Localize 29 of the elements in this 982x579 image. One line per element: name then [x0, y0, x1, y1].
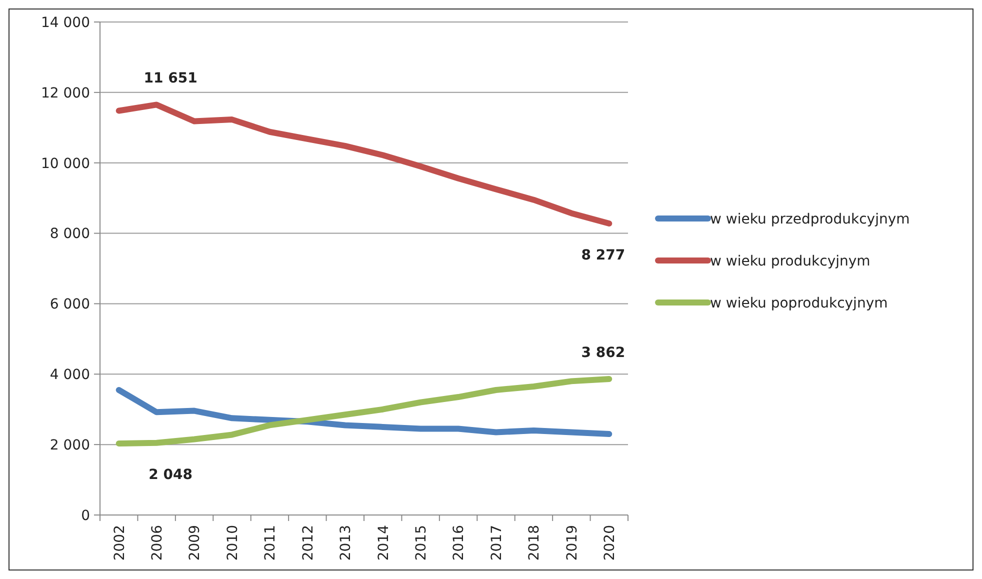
- y-tick-label: 6 000: [50, 296, 90, 313]
- data-label: 3 862: [581, 345, 626, 361]
- x-tick-label: 2013: [338, 525, 354, 561]
- x-tick-label: 2018: [526, 525, 543, 561]
- x-tick-label: 2020: [602, 525, 618, 561]
- x-tick-label: 2002: [112, 525, 128, 561]
- data-label: 11 651: [144, 70, 198, 87]
- x-tick-label: 2009: [187, 525, 204, 561]
- x-tick-label: 2015: [413, 525, 430, 561]
- data-label: 2 048: [148, 466, 192, 483]
- data-label: 8 277: [581, 248, 626, 264]
- x-tick-label: 2016: [451, 524, 468, 561]
- x-tick-label: 2017: [488, 525, 505, 561]
- y-tick-label: 10 000: [41, 156, 90, 172]
- y-tick-label: 8 000: [50, 226, 90, 242]
- legend-label: w wieku przedprodukcyjnym: [710, 211, 910, 228]
- y-tick-label: 12 000: [41, 85, 90, 102]
- x-tick-label: 2006: [149, 524, 166, 561]
- x-tick-label: 2019: [564, 525, 580, 561]
- legend-label: w wieku poprodukcyjnym: [710, 295, 888, 312]
- x-tick-label: 2012: [300, 525, 316, 561]
- y-tick-label: 2 000: [50, 437, 90, 454]
- x-tick-label: 2011: [262, 525, 279, 561]
- y-tick-label: 4 000: [50, 367, 90, 384]
- y-tick-label: 0: [81, 508, 90, 524]
- legend-label: w wieku produkcyjnym: [710, 253, 870, 270]
- y-tick-label: 14 000: [41, 14, 90, 31]
- x-tick-label: 2010: [224, 525, 241, 561]
- x-tick-label: 2014: [376, 524, 392, 561]
